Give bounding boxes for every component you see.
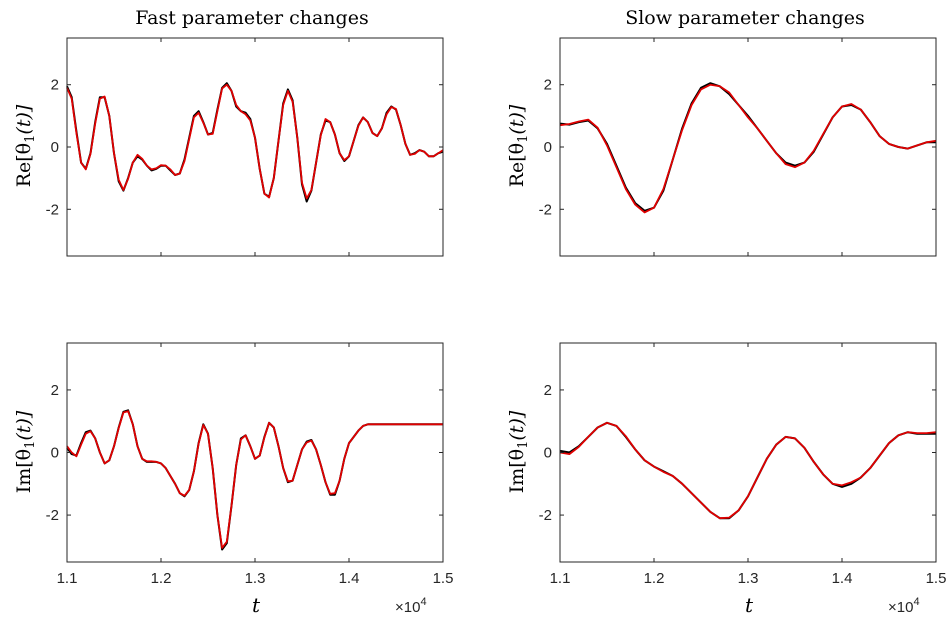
axes-box-2: [66, 342, 444, 563]
x-scale-slow: ×104: [888, 596, 920, 616]
y-tick-label: -2: [46, 507, 59, 524]
y-tick-label: 0: [51, 445, 59, 462]
y-tick-label: -2: [46, 201, 59, 218]
axes-box-0: [66, 37, 444, 257]
y-tick-label: 2: [51, 382, 59, 399]
panel-slow-im: Im[θ1(t)] t ×104 -2 0 2 1.1 1.2 1.3 1.4 1.5: [506, 342, 947, 617]
x-tick-label: 1.5: [433, 570, 454, 587]
series-line-black-1: [559, 82, 936, 212]
series-line-red-1: [559, 83, 937, 214]
series-line-black-3: [559, 421, 936, 520]
x-scale-slow-exponent: 4: [913, 596, 919, 608]
y-tick-label: -2: [539, 507, 552, 524]
y-tick-label: 2: [51, 77, 59, 94]
ylabel-slow-im: Im[θ1(t)]: [506, 410, 531, 493]
xlabel-slow: t: [745, 593, 754, 617]
title-fast: Fast parameter changes: [135, 7, 368, 29]
x-tick-label: 1.4: [832, 570, 853, 587]
x-scale-fast-base: ×10: [395, 599, 420, 616]
x-tick-label: 1.2: [151, 570, 172, 587]
ylabel-fast-re: Re[θ1(t)]: [13, 104, 38, 187]
series-line-red-3: [559, 421, 937, 520]
y-tick-label: 2: [544, 77, 552, 94]
series-line-black-2: [66, 409, 443, 551]
x-tick-label: 1.3: [245, 570, 266, 587]
panel-slow-re: Slow parameter changes Re[θ1(t)] -2 0 2: [506, 7, 937, 257]
y-tick-label: 0: [544, 139, 552, 156]
x-scale-fast: ×104: [395, 596, 427, 616]
ylabel-slow-re: Re[θ1(t)]: [506, 104, 531, 187]
axes-box-3: [559, 342, 937, 563]
x-scale-slow-base: ×10: [888, 599, 913, 616]
x-tick-label: 1.1: [57, 570, 78, 587]
ylabel-fast-im: Im[θ1(t)]: [13, 410, 38, 493]
xlabel-fast: t: [252, 593, 261, 617]
y-tick-label: 2: [544, 382, 552, 399]
y-tick-label: 0: [544, 445, 552, 462]
panel-fast-im: Im[θ1(t)] t ×104 -2 0 2 1.1 1.2 1.3 1.4 1.5: [13, 342, 454, 617]
x-tick-label: 1.3: [738, 570, 759, 587]
series-line-red-0: [66, 83, 444, 200]
x-tick-label: 1.4: [339, 570, 360, 587]
y-tick-label: -2: [539, 201, 552, 218]
y-tick-label: 0: [51, 139, 59, 156]
x-scale-fast-exponent: 4: [420, 596, 426, 608]
series-line-red-2: [66, 410, 443, 549]
axes-box-1: [559, 37, 937, 257]
x-tick-label: 1.1: [550, 570, 571, 587]
x-tick-label: 1.5: [926, 570, 947, 587]
x-tick-label: 1.2: [644, 570, 665, 587]
title-slow: Slow parameter changes: [625, 7, 865, 29]
panel-fast-re: Fast parameter changes Re[θ1(t)] -2 0 2: [13, 7, 444, 257]
